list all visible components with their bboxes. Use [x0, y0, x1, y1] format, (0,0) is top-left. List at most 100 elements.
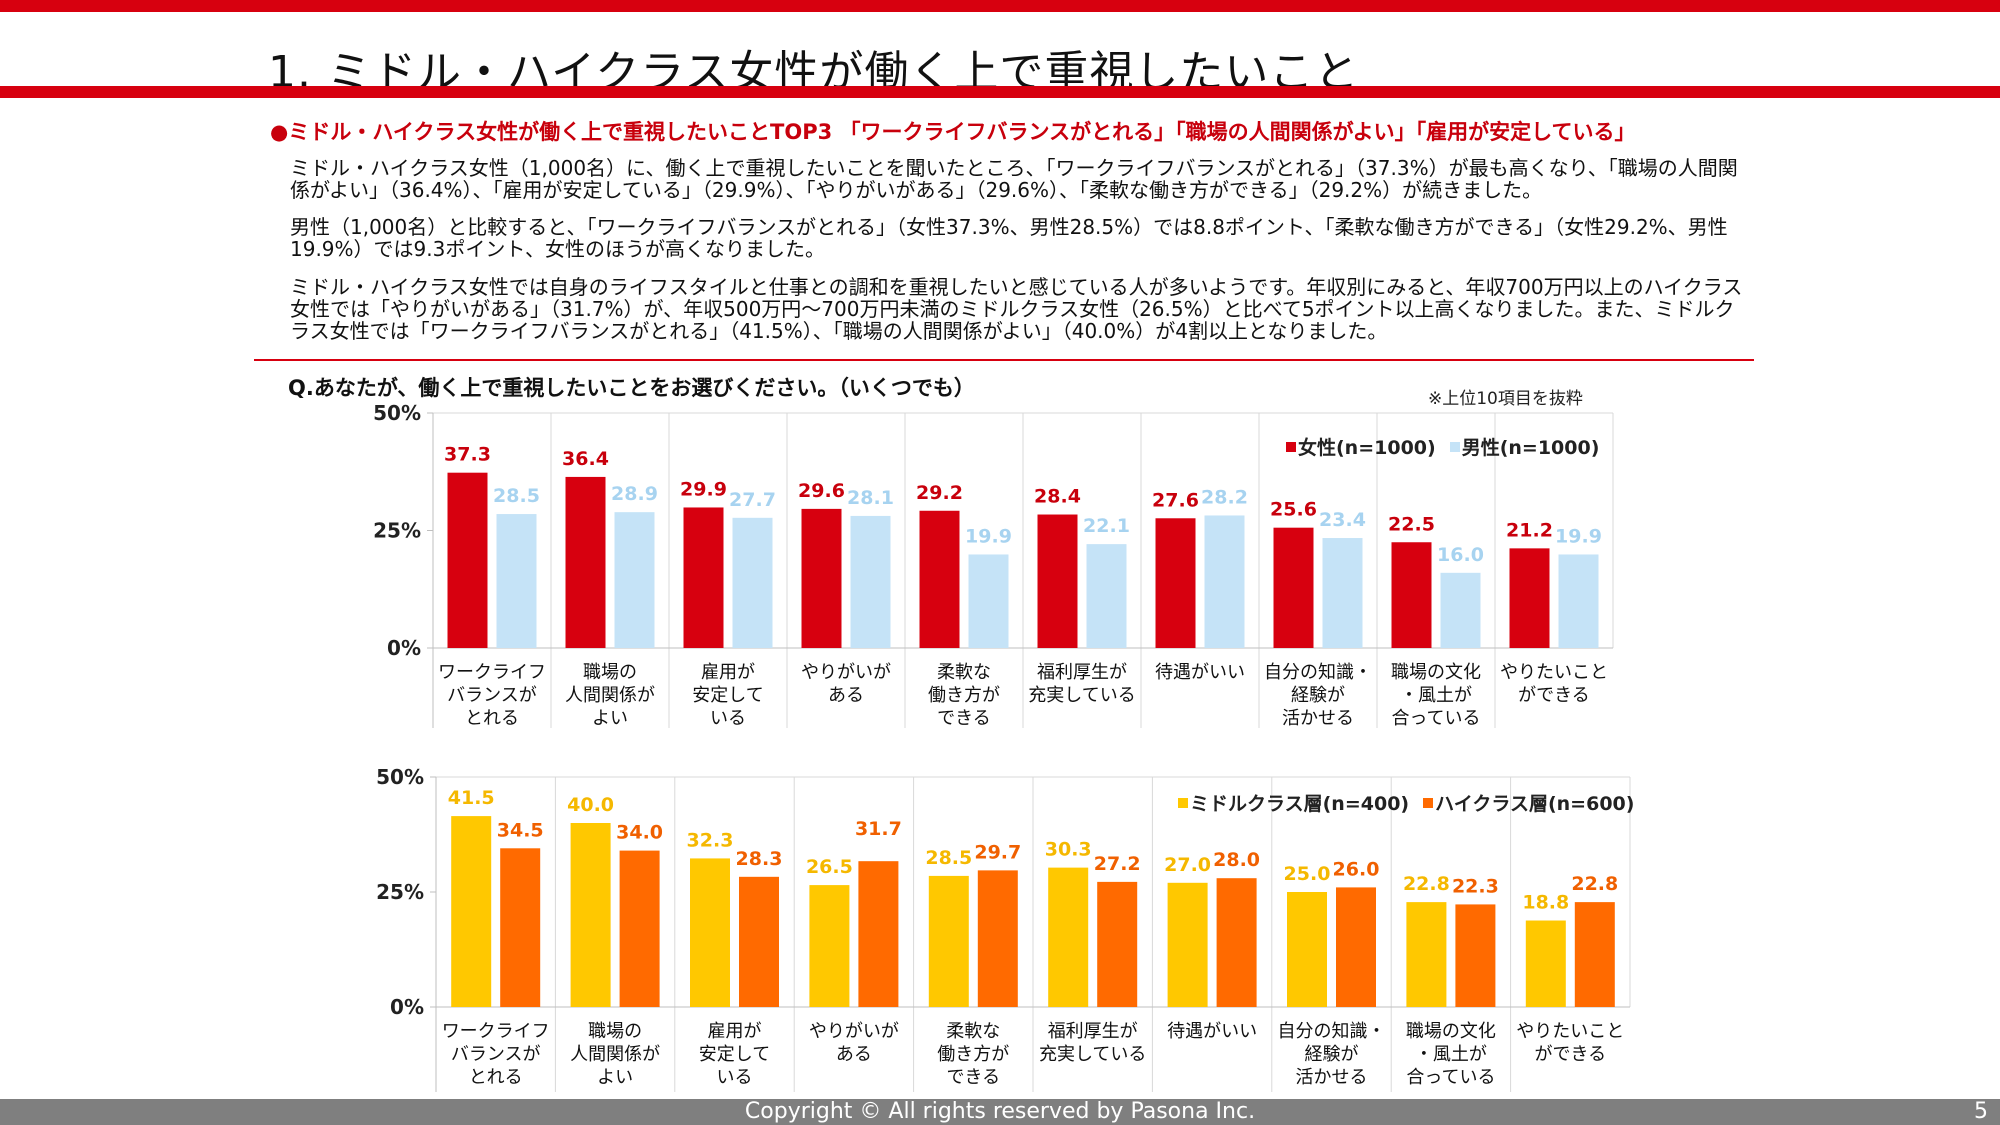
gender-chart-y-tick-label: 50% — [373, 401, 421, 425]
gender-chart-value-label-s0-c8: 22.5 — [1388, 513, 1435, 535]
income-chart-bar-s0-c4 — [928, 875, 969, 1007]
legend-item-high: ハイクラス層(n=600) — [1423, 789, 1634, 816]
income-chart-value-label-s0-c3: 26.5 — [806, 856, 853, 878]
gender-chart-category-label-line: ワークライフ — [438, 662, 546, 683]
gender-chart-category-label: 待遇がいい — [1155, 662, 1245, 683]
income-chart-bar-s0-c3 — [809, 885, 850, 1007]
gender-chart-bar-s0-c5 — [1037, 514, 1078, 648]
legend-label-high: ハイクラス層(n=600) — [1435, 793, 1635, 815]
gender-chart-category-label: やりたいことができる — [1500, 662, 1608, 706]
gender-chart-bar-s0-c4 — [919, 510, 960, 648]
summary-headline: ●ミドル・ハイクラス女性が働く上で重視したいことTOP3 「ワークライフバランス… — [270, 120, 1636, 144]
income-chart-bar-s1-c0 — [500, 848, 541, 1007]
gender-chart-bar-s1-c6 — [1204, 515, 1245, 648]
top-accent-bar — [0, 0, 2000, 12]
income-chart-category-label-line: できる — [946, 1067, 1000, 1088]
income-chart-category-label-line: やりがいが — [809, 1021, 899, 1042]
income-chart-category-label-line: 人間関係が — [570, 1044, 660, 1065]
gender-chart-category-label-line: いる — [710, 708, 746, 729]
income-chart-category-label-line: ある — [836, 1044, 872, 1065]
income-chart-value-label-s0-c1: 40.0 — [567, 794, 614, 816]
gender-chart-value-label-s1-c2: 27.7 — [729, 489, 776, 511]
gender-chart-bar-s1-c8 — [1440, 572, 1481, 648]
gender-chart-value-label-s0-c0: 37.3 — [444, 444, 491, 466]
income-chart-category-label: やりがいがある — [809, 1021, 899, 1065]
gender-chart-bar-s1-c3 — [850, 515, 891, 648]
income-chart-bar-s1-c5 — [1097, 881, 1138, 1007]
income-chart-value-label-s0-c9: 18.8 — [1522, 892, 1569, 914]
gender-chart-value-label-s1-c4: 19.9 — [965, 525, 1012, 547]
income-chart-bar-s1-c3 — [858, 861, 899, 1007]
legend-item-male: 男性(n=1000) — [1449, 433, 1599, 460]
gender-chart-value-label-s1-c0: 28.5 — [493, 485, 540, 507]
gender-chart-category-label-line: 活かせる — [1282, 708, 1354, 729]
legend-swatch-high — [1423, 797, 1434, 808]
gender-chart-svg: 0% 25% 50% 37.3 36.4 29.9 29.6 29.2 28.4 27.6 25.6… — [373, 401, 1614, 729]
income-chart-value-label-s0-c7: 25.0 — [1284, 863, 1331, 885]
gender-chart-value-label-s0-c4: 29.2 — [916, 482, 963, 504]
gender-chart-bar-s1-c7 — [1322, 538, 1363, 648]
gender-chart-bar-s1-c2 — [732, 517, 773, 648]
gender-chart-category-label-line: 働き方が — [928, 685, 1000, 706]
gender-chart-bar-s0-c2 — [683, 507, 724, 648]
gender-chart-bar-s0-c6 — [1155, 518, 1196, 648]
gender-chart-category-label-line: 充実している — [1028, 685, 1135, 706]
income-chart-bar-s0-c8 — [1406, 902, 1447, 1007]
income-chart-category-label-line: ・風土が — [1415, 1044, 1487, 1065]
gender-chart-value-label-s1-c5: 22.1 — [1083, 515, 1130, 537]
income-chart-category-label-line: ができる — [1534, 1044, 1606, 1065]
gender-chart-bar-s0-c1 — [565, 476, 606, 648]
gender-chart-bar-s0-c9 — [1509, 548, 1550, 648]
gender-chart-category-label-line: 人間関係が — [565, 685, 655, 706]
income-chart-bar-s1-c1 — [619, 850, 660, 1007]
gender-chart-category-label: やりがいがある — [801, 662, 891, 706]
gender-chart-category-label-line: 合っている — [1391, 708, 1480, 729]
income-chart-value-label-s0-c2: 32.3 — [687, 829, 734, 851]
gender-chart-bar-s0-c8 — [1391, 542, 1432, 648]
income-chart-bar-s1-c6 — [1216, 878, 1257, 1007]
income-chart-category-label: 待遇がいい — [1167, 1021, 1257, 1042]
income-chart-value-label-s0-c0: 41.5 — [448, 787, 495, 809]
income-chart-category-label-line: 福利厚生が — [1048, 1021, 1138, 1042]
gender-chart-category-label-line: ある — [828, 685, 864, 706]
income-chart-bar-s0-c9 — [1525, 920, 1566, 1007]
gender-chart-category-label-line: 自分の知識・ — [1264, 662, 1372, 683]
income-chart-category-label: ワークライフバランスがとれる — [442, 1021, 550, 1088]
copyright-text: Copyright © All rights reserved by Pason… — [744, 1099, 1256, 1124]
income-chart-value-label-s1-c5: 27.2 — [1094, 853, 1141, 875]
income-chart-category-label: 福利厚生が充実している — [1039, 1021, 1146, 1065]
income-chart-category-label-line: 雇用が — [708, 1021, 762, 1042]
gender-chart-category-label-line: 待遇がいい — [1155, 662, 1245, 683]
gender-chart-bar-s1-c1 — [614, 512, 655, 648]
title-area: 1. ミドル・ハイクラス女性が働く上で重視したいこと — [0, 12, 2000, 98]
gender-chart-bar-s0-c0 — [447, 472, 488, 648]
income-chart-category-label: 自分の知識・経験が活かせる — [1278, 1021, 1386, 1088]
gender-chart-category-label: 雇用が安定している — [692, 662, 763, 729]
income-chart-category-label: 職場の文化・風土が合っている — [1406, 1021, 1496, 1088]
gender-chart-bar-s1-c0 — [496, 514, 537, 648]
income-chart-category-label-line: 自分の知識・ — [1278, 1021, 1386, 1042]
summary-paragraph-3: ミドル・ハイクラス女性では自身のライフスタイルと仕事との調和を重視したいと感じて… — [290, 275, 1743, 343]
gender-chart-category-label-line: 経験が — [1291, 685, 1345, 706]
gender-chart-category-label-line: 柔軟な — [937, 662, 991, 683]
gender-chart-category-label-line: 安定して — [692, 685, 763, 706]
income-chart-category-label-line: 待遇がいい — [1167, 1021, 1257, 1042]
income-chart-value-label-s1-c7: 26.0 — [1333, 858, 1380, 880]
income-chart-category-label: 職場の人間関係がよい — [570, 1021, 660, 1088]
income-chart-value-label-s1-c1: 34.0 — [616, 822, 663, 844]
legend-label-female: 女性(n=1000) — [1298, 437, 1436, 459]
income-chart-bar-s1-c8 — [1455, 904, 1496, 1007]
legend-swatch-middle — [1178, 797, 1188, 808]
gender-chart-category-label-line: よい — [592, 708, 628, 729]
section-divider — [254, 359, 1754, 361]
income-chart-category-label-line: 経験が — [1305, 1044, 1359, 1065]
income-chart-bar-s0-c0 — [451, 816, 492, 1007]
gender-chart-category-label: ワークライフバランスがとれる — [438, 662, 546, 729]
gender-chart-bar-s1-c5 — [1086, 544, 1127, 648]
legend-item-middle: ミドルクラス層(n=400) — [1178, 789, 1409, 816]
income-chart-value-label-s0-c4: 28.5 — [925, 847, 972, 869]
income-chart-category-label-line: バランスが — [451, 1044, 541, 1065]
gender-chart-bar-s1-c4 — [968, 554, 1009, 648]
income-chart-value-label-s1-c2: 28.3 — [736, 848, 783, 870]
gender-chart-category-label: 柔軟な働き方ができる — [928, 662, 1000, 729]
